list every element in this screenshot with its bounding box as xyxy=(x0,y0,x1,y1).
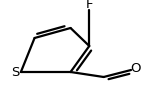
Text: F: F xyxy=(86,0,93,12)
Text: S: S xyxy=(11,66,19,80)
Text: O: O xyxy=(130,62,141,76)
